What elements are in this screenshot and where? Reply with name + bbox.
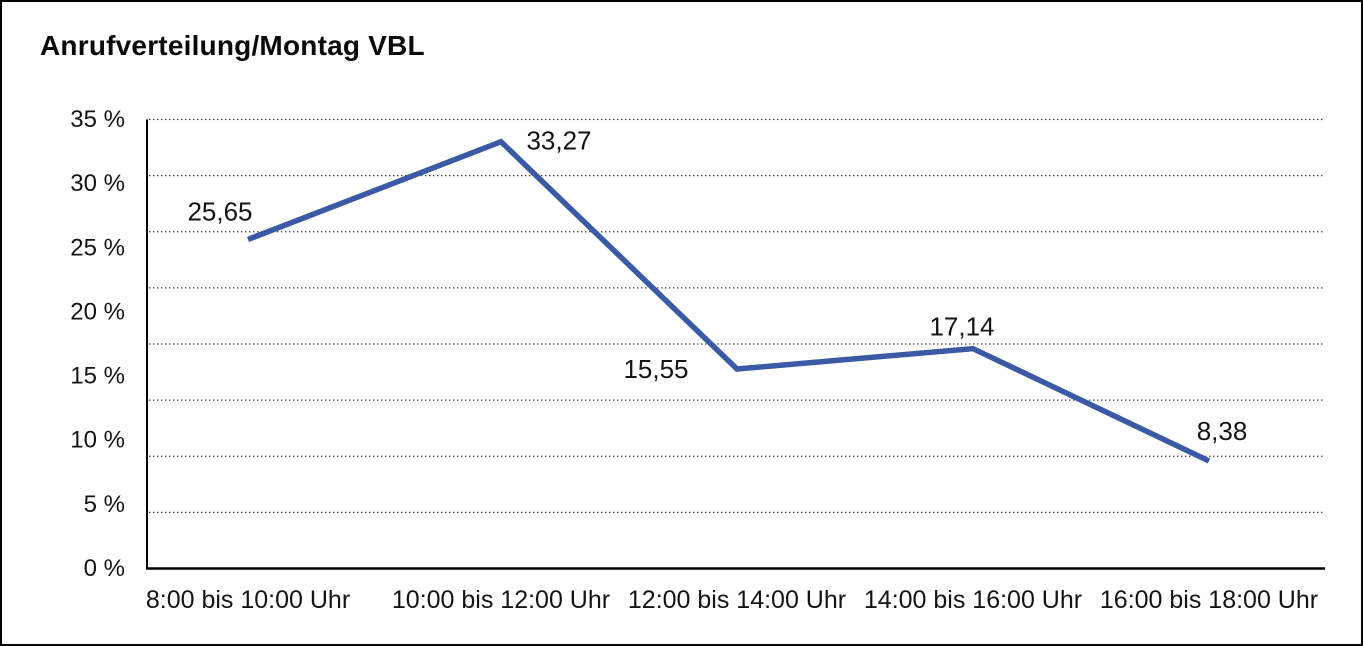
x-category-label: 12:00 bis 14:00 Uhr — [628, 586, 846, 614]
y-tick-label: 35 % — [70, 106, 125, 133]
y-tick-label: 0 % — [84, 555, 125, 582]
data-point-label: 15,55 — [623, 354, 688, 384]
y-tick-label: 15 % — [70, 363, 125, 390]
y-tick-label: 20 % — [70, 298, 125, 325]
y-tick-label: 5 % — [84, 491, 125, 518]
data-point-label: 8,38 — [1197, 416, 1248, 446]
x-category-label: 8:00 bis 10:00 Uhr — [146, 586, 350, 614]
data-point-label: 25,65 — [187, 196, 252, 226]
x-category-label: 14:00 bis 16:00 Uhr — [864, 586, 1082, 614]
x-category-label: 16:00 bis 18:00 Uhr — [1100, 586, 1318, 614]
chart-title: Anrufverteilung/Montag VBL — [40, 30, 425, 61]
y-tick-label: 25 % — [70, 234, 125, 261]
y-tick-label: 30 % — [70, 170, 125, 197]
x-category-label: 10:00 bis 12:00 Uhr — [392, 586, 610, 614]
data-point-label: 17,14 — [929, 312, 994, 342]
series-line — [247, 138, 1211, 464]
data-point-label: 33,27 — [526, 126, 591, 156]
y-tick-label: 10 % — [70, 427, 125, 454]
